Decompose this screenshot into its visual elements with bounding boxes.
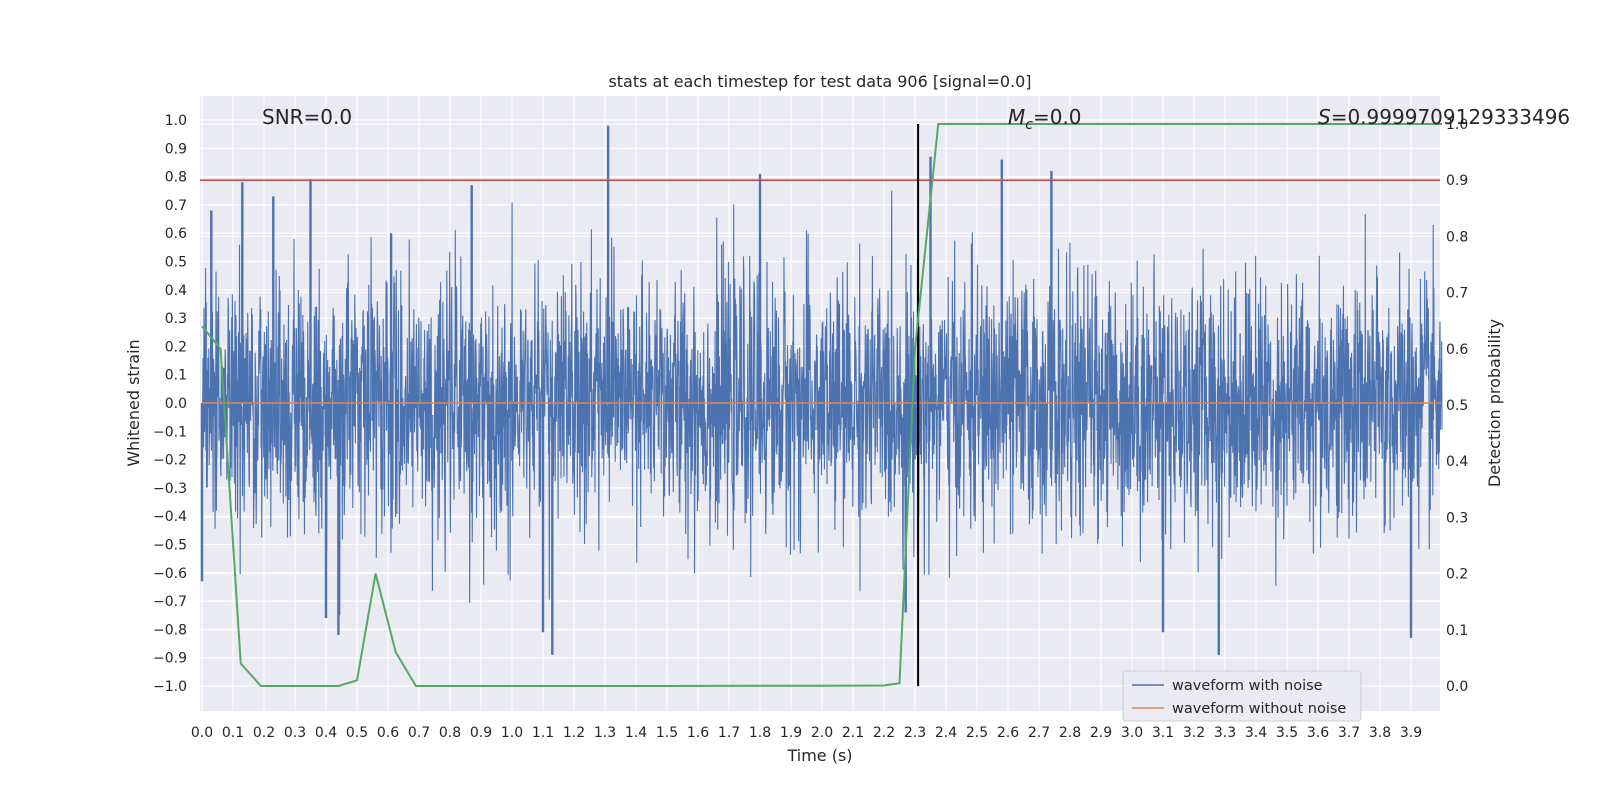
y-right-tick-label: 0.4	[1446, 454, 1468, 470]
x-tick-label: 1.9	[780, 725, 802, 741]
x-tick-label: 2.6	[997, 725, 1019, 741]
y-right-tick-label: 0.7	[1446, 286, 1468, 302]
x-tick-label: 3.5	[1276, 725, 1298, 741]
x-tick-label: 2.5	[966, 725, 988, 741]
y-left-tick-label: 0.3	[165, 311, 187, 327]
y-left-tick-label: −0.7	[153, 594, 187, 610]
y-right-tick-label: 0.0	[1446, 679, 1468, 695]
y-left-tick-label: 0.1	[165, 368, 187, 384]
x-tick-label: 3.3	[1214, 725, 1236, 741]
chart-title: stats at each timestep for test data 906…	[608, 72, 1031, 91]
series-lines	[200, 123, 1442, 687]
mc-symbol: M	[1008, 105, 1025, 129]
legend: waveform with noise waveform without noi…	[1122, 670, 1362, 722]
mc-subscript: c	[1025, 117, 1033, 133]
y-left-tick-label: −1.0	[153, 679, 187, 695]
x-tick-label: 3.2	[1183, 725, 1205, 741]
s-symbol: S	[1318, 105, 1331, 129]
y-right-tick-label: 0.8	[1446, 229, 1468, 245]
x-tick-label: 0.7	[408, 725, 430, 741]
y-left-tick-label: 0.0	[165, 396, 187, 412]
y-left-tick-label: 0.2	[165, 339, 187, 355]
y-axis-label-left: Whitened strain	[124, 339, 143, 466]
noise-waveform-line	[201, 190, 1443, 616]
x-tick-label: 0.9	[470, 725, 492, 741]
x-tick-label: 0.5	[346, 725, 368, 741]
y-right-tick-label: 1.0	[1446, 117, 1468, 133]
x-tick-label: 3.9	[1400, 725, 1422, 741]
x-tick-label: 2.3	[904, 725, 926, 741]
y-left-tick-label: −0.3	[153, 481, 187, 497]
y-left-tick-label: −0.1	[153, 424, 187, 440]
y-left-tick-label: −0.9	[153, 651, 187, 667]
x-tick-label: 1.4	[625, 725, 647, 741]
y-left-tick-label: 0.7	[165, 198, 187, 214]
y-right-tick-label: 0.5	[1446, 398, 1468, 414]
x-tick-label: 3.8	[1369, 725, 1391, 741]
x-tick-label: 1.3	[594, 725, 616, 741]
x-tick-label: 0.8	[439, 725, 461, 741]
x-tick-label: 1.2	[563, 725, 585, 741]
y-left-tick-label: 0.4	[165, 283, 187, 299]
x-tick-label: 3.4	[1245, 725, 1267, 741]
y-left-tick-label: −0.6	[153, 566, 187, 582]
x-tick-label: 0.0	[191, 725, 213, 741]
legend-label-noise: waveform with noise	[1172, 678, 1323, 694]
x-tick-label: 0.2	[253, 725, 275, 741]
y-left-tick-label: −0.4	[153, 509, 187, 525]
y-left-tick-label: 0.6	[165, 226, 187, 242]
x-tick-label: 1.0	[501, 725, 523, 741]
y-left-tick-label: 0.8	[165, 170, 187, 186]
x-tick-label: 1.5	[656, 725, 678, 741]
x-tick-label: 2.4	[935, 725, 957, 741]
x-tick-label: 2.7	[1028, 725, 1050, 741]
axes: 0.0 0.1 0.2 0.3 0.4 0.5 0.6 0.7 0.8 0.9 1.0 1.1 1.2 1…	[153, 113, 1468, 741]
mc-value: =0.0	[1033, 105, 1082, 129]
x-tick-label: 3.7	[1338, 725, 1360, 741]
legend-label-clean: waveform without noise	[1172, 701, 1346, 717]
chirp-mass-annotation: Mc=0.0	[1008, 105, 1082, 133]
x-tick-label: 0.6	[377, 725, 399, 741]
y-left-tick-label: 0.9	[165, 141, 187, 157]
y-axis-label-right: Detection probability	[1485, 319, 1504, 487]
x-tick-label: 2.1	[842, 725, 864, 741]
y-right-tick-label: 0.2	[1446, 567, 1468, 583]
snr-annotation: SNR=0.0	[262, 105, 352, 129]
y-right-tick-label: 0.6	[1446, 342, 1468, 358]
x-tick-label: 2.9	[1090, 725, 1112, 741]
x-tick-label: 1.1	[532, 725, 554, 741]
s-value: =0.9999709129333496	[1331, 105, 1570, 129]
score-annotation: S=0.9999709129333496	[1318, 105, 1570, 129]
series-waveform-with-noise	[200, 125, 1443, 655]
x-tick-label: 3.0	[1121, 725, 1143, 741]
x-tick-label: 1.6	[687, 725, 709, 741]
y-left-tick-label: 0.5	[165, 255, 187, 271]
x-tick-label: 2.2	[873, 725, 895, 741]
x-tick-label: 1.7	[718, 725, 740, 741]
x-tick-label: 1.8	[749, 725, 771, 741]
y-left-tick-label: −0.2	[153, 453, 187, 469]
x-tick-label: 3.1	[1152, 725, 1174, 741]
detection-probability-line	[201, 123, 1442, 687]
x-tick-label: 0.1	[222, 725, 244, 741]
y-left-tick-label: −0.5	[153, 538, 187, 554]
x-tick-label: 2.8	[1059, 725, 1081, 741]
x-tick-label: 3.6	[1307, 725, 1329, 741]
legend-box	[1122, 670, 1362, 722]
x-tick-label: 0.4	[315, 725, 337, 741]
y-left-tick-label: −0.8	[153, 622, 187, 638]
x-axis-label: Time (s)	[786, 746, 852, 765]
x-tick-label: 2.0	[811, 725, 833, 741]
y-left-tick-label: 1.0	[165, 113, 187, 129]
y-right-tick-label: 0.1	[1446, 623, 1468, 639]
y-right-tick-label: 0.9	[1446, 173, 1468, 189]
x-tick-label: 0.3	[284, 725, 306, 741]
y-right-tick-label: 0.3	[1446, 510, 1468, 526]
